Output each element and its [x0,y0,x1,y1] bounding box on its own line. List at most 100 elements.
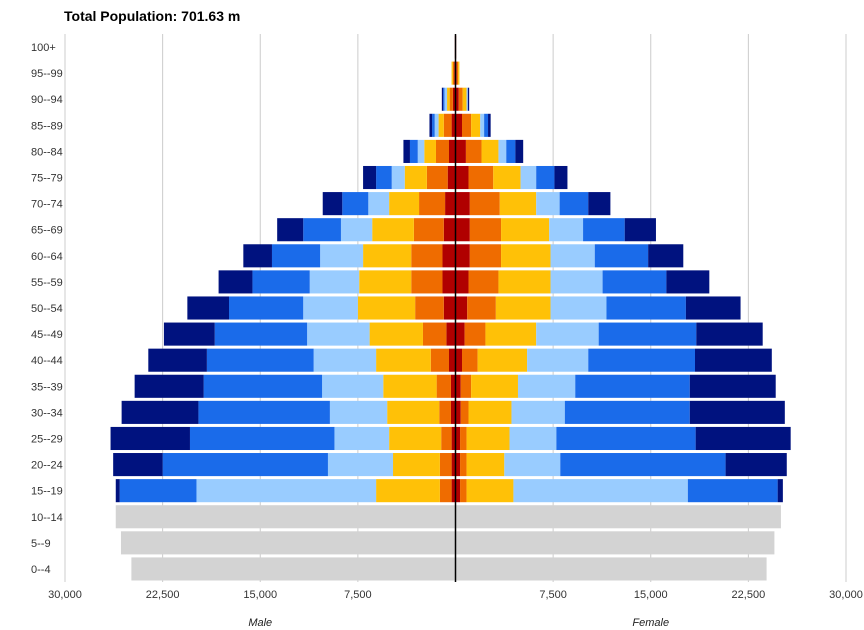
bar-male-segment [404,165,427,190]
bar-female-segment [458,87,463,111]
bar-female-segment [468,400,512,424]
bar-male-segment [429,113,433,137]
bar-male-segment [451,426,456,451]
bar-female-segment [504,453,561,477]
bar-male-segment [363,244,412,268]
bar-female-segment [455,192,470,216]
y-tick-label: 5--9 [31,538,51,550]
bar-male-segment [357,296,416,320]
bar-female-segment [455,165,469,190]
bar-male-segment [417,139,425,163]
x-tick-label: 15,000 [243,589,277,601]
y-tick-label: 30--34 [31,407,63,419]
bar-female-segment [455,113,463,137]
bar-female-segment [455,87,459,111]
bar-male-segment [419,192,446,216]
bar-female-segment [564,400,690,424]
y-tick-label: 65--69 [31,225,63,237]
bar-female-segment [455,296,468,320]
bar-female-segment [488,113,491,137]
bar-male-segment [187,296,230,320]
bar-male-segment [218,270,253,294]
bar-male-segment [307,322,370,346]
bar-female-segment [466,479,514,503]
bar-female-segment [498,139,507,163]
y-tick-label: 70--74 [31,199,63,211]
bar-male-segment [334,426,390,451]
bar-female-segment [484,113,489,137]
bar-male-segment [342,192,369,216]
y-tick-label: 60--64 [31,251,63,263]
x-tick-label: 22,500 [146,589,180,601]
bar-female-segment [602,270,667,294]
bar-female-segment [485,322,537,346]
bar-male-segment [447,87,450,111]
bar-male-segment [115,479,120,503]
bar-male-segment [277,218,304,242]
bar-female-segment [550,296,607,320]
bar-male-segment [439,453,452,477]
bar-male-segment [309,270,360,294]
bar-female-segment [575,374,690,398]
bar-female-segment [594,244,649,268]
bar-male-segment [376,165,392,190]
bar-male-segment [445,192,456,216]
bar-female-segment [462,348,478,372]
bar-female-segment [509,426,557,451]
bar-female-segment [695,426,791,451]
bar-male-segment [411,270,443,294]
bar-female-segment [460,400,469,424]
y-tick-label: 15--19 [31,486,63,498]
y-tick-label: 40--44 [31,355,63,367]
bar-female-segment [549,218,584,242]
y-tick-label: 90--94 [31,94,63,106]
bar-female-segment [527,348,589,372]
bar-male-segment [451,113,456,137]
bar-female-segment [498,270,551,294]
bar-female-segment [598,322,697,346]
bar-female-segment [695,348,772,372]
bar-male-segment [369,322,423,346]
bar-female-segment [455,322,465,346]
bar-male-segment [413,218,444,242]
y-tick-label: 95--99 [31,68,63,80]
bar-female-segment [624,218,656,242]
bar-male-segment [450,374,456,398]
bar-male-segment [322,192,343,216]
bar-female-segment [556,426,696,451]
x-tick-label: 30,000 [48,589,82,601]
y-tick-label: 50--54 [31,303,63,315]
bar-female-segment [517,374,576,398]
bar-female-segment [536,322,599,346]
bar-female-segment [468,165,494,190]
bar-female-segment [501,244,551,268]
bar-male-segment [389,426,442,451]
bar-female-segment [559,192,589,216]
bar-male-segment [329,400,388,424]
bar-female-segment [687,479,778,503]
bar-male-segment [443,218,456,242]
bar-male-segment [243,244,272,268]
y-tick-label: 100+ [31,42,56,54]
bar-female-segment [536,192,560,216]
bar-female-segment [468,270,499,294]
bar-male-segment [441,426,452,451]
bar-female-segment [560,453,726,477]
bar-male-segment [442,244,456,268]
bar-female-segment [460,374,472,398]
bar-female-segment [506,139,516,163]
bar-male-segment [436,374,451,398]
bar-male-segment [113,453,163,477]
bar-female-segment [588,192,611,216]
bar-male-segment [163,322,215,346]
bar-female-segment [666,270,710,294]
bar-female-segment [515,139,524,163]
bar-male-segment [327,453,394,477]
bar-male-segment [438,113,444,137]
bar-female-segment [455,139,466,163]
bar-male-segment [447,165,456,190]
bar-male-segment [389,192,420,216]
bar-male-segment [434,113,439,137]
